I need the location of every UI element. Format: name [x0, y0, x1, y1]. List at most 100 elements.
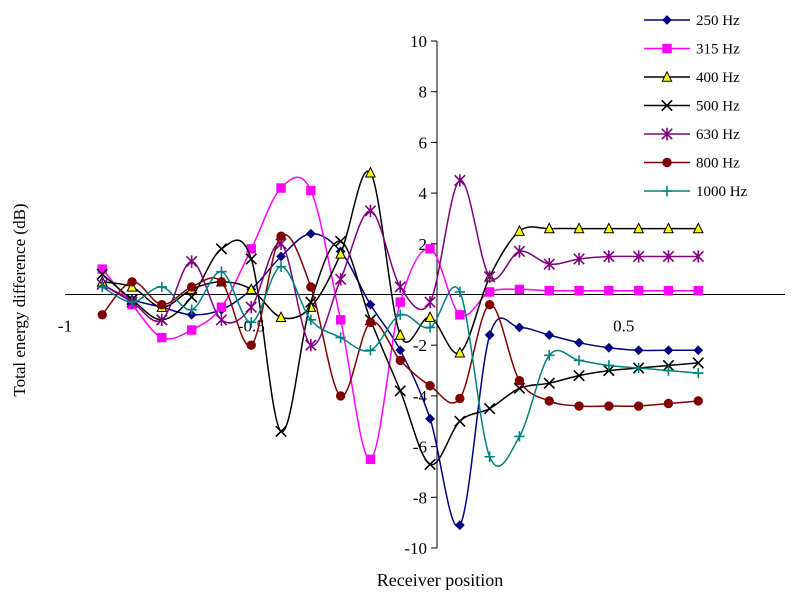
- data-point: [543, 257, 556, 271]
- data-point: [662, 222, 674, 234]
- data-point: [514, 375, 525, 386]
- legend-marker: [661, 127, 673, 141]
- data-point: [156, 281, 168, 293]
- data-point: [306, 185, 316, 196]
- legend-entry: 630 Hz: [644, 127, 740, 143]
- y-tick-label: 4: [419, 184, 428, 203]
- series-250-hz: [97, 228, 704, 531]
- data-point: [693, 396, 703, 406]
- data-point: [514, 284, 525, 295]
- legend-label: 500 Hz: [696, 99, 740, 115]
- data-point: [334, 273, 347, 286]
- data-point: [305, 339, 317, 352]
- data-point: [126, 296, 138, 308]
- data-point: [484, 330, 495, 340]
- data-point: [483, 402, 496, 415]
- data-point: [186, 304, 197, 315]
- legend-marker: [661, 99, 673, 112]
- y-tick-label: -8: [413, 488, 427, 507]
- y-tick-label: -4: [413, 387, 428, 406]
- data-point: [693, 345, 704, 356]
- data-point: [365, 454, 376, 464]
- y-tick-label: -2: [413, 336, 427, 355]
- x-tick-label: -1: [58, 317, 72, 336]
- data-point: [692, 222, 704, 234]
- data-point: [335, 391, 346, 401]
- data-point: [454, 286, 466, 298]
- y-tick-label: 6: [419, 133, 428, 152]
- data-point: [425, 381, 435, 391]
- data-point: [513, 224, 525, 236]
- data-point: [692, 250, 705, 263]
- series-line: [101, 265, 699, 467]
- legend-label: 250 Hz: [696, 13, 740, 29]
- y-tick-label: -10: [404, 539, 427, 558]
- data-point: [425, 413, 435, 424]
- data-point: [97, 281, 108, 293]
- data-point: [573, 355, 585, 366]
- data-point: [662, 250, 675, 263]
- data-point: [395, 355, 405, 366]
- data-point: [156, 313, 168, 327]
- data-point: [276, 183, 286, 193]
- data-point: [543, 377, 556, 389]
- data-point: [603, 360, 615, 371]
- data-point: [245, 253, 258, 265]
- legend-label: 800 Hz: [696, 156, 740, 172]
- data-point: [633, 222, 645, 234]
- data-point: [484, 287, 495, 297]
- data-point: [424, 322, 436, 333]
- legend: 250 Hz 315 Hz 400 Hz 500 Hz 630 Hz 800 Hz 1000…: [644, 13, 748, 200]
- data-point: [454, 346, 466, 358]
- data-point: [454, 174, 466, 187]
- data-point: [633, 345, 644, 356]
- series-line: [101, 239, 699, 466]
- data-point: [544, 285, 554, 296]
- legend-entry: 250 Hz: [644, 13, 740, 29]
- series-315-hz: [97, 176, 703, 464]
- data-point: [454, 520, 465, 531]
- data-point: [246, 340, 256, 350]
- data-point: [514, 322, 525, 333]
- data-point: [603, 222, 615, 234]
- data-point: [334, 235, 347, 248]
- data-point: [455, 393, 465, 404]
- legend-marker: [662, 157, 672, 168]
- data-point: [365, 299, 376, 310]
- legend-marker: [661, 70, 673, 82]
- series-800-hz: [97, 231, 703, 411]
- data-point: [364, 166, 376, 178]
- x-tick-label: 0.5: [613, 317, 634, 336]
- data-point: [246, 317, 257, 328]
- data-point: [185, 255, 198, 268]
- data-point: [97, 310, 107, 320]
- data-point: [395, 297, 405, 307]
- series-line: [101, 176, 699, 461]
- data-point: [573, 252, 585, 266]
- data-point: [127, 277, 137, 287]
- data-point: [574, 337, 584, 348]
- data-point: [424, 295, 436, 309]
- legend-entry: 315 Hz: [644, 42, 740, 58]
- data-point: [603, 342, 614, 353]
- data-point: [604, 285, 614, 296]
- x-axis-label: Receiver position: [377, 570, 503, 590]
- data-point: [216, 302, 227, 312]
- data-point: [663, 398, 674, 409]
- data-point: [276, 231, 286, 241]
- data-point: [424, 458, 436, 471]
- data-point: [663, 285, 674, 296]
- data-point: [483, 270, 496, 283]
- data-point: [632, 250, 645, 263]
- data-point: [633, 285, 644, 296]
- data-point: [395, 345, 406, 356]
- data-point: [633, 401, 644, 411]
- data-point: [275, 261, 287, 272]
- data-point: [484, 451, 495, 462]
- legend-marker: [662, 15, 672, 25]
- data-point: [692, 357, 705, 369]
- data-point: [693, 367, 704, 379]
- data-point: [543, 222, 555, 234]
